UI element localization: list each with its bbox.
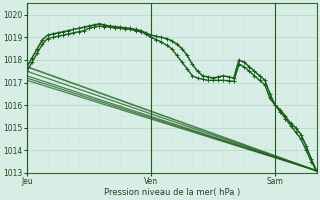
X-axis label: Pression niveau de la mer( hPa ): Pression niveau de la mer( hPa ) (104, 188, 240, 197)
